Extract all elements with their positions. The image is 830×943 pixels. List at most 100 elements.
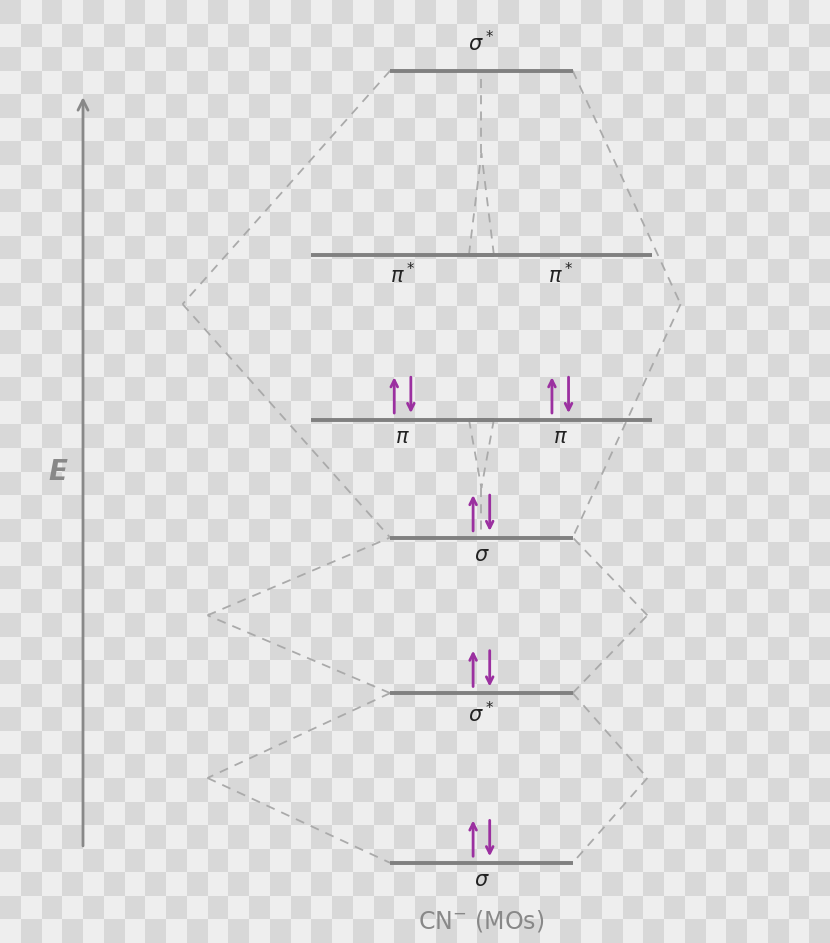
Bar xyxy=(104,165,124,189)
Bar xyxy=(270,283,290,306)
Bar xyxy=(42,283,62,306)
Bar xyxy=(809,212,830,236)
Bar xyxy=(290,94,311,118)
Bar xyxy=(685,377,706,401)
Bar xyxy=(457,542,477,566)
Bar xyxy=(436,472,456,495)
Bar xyxy=(498,94,519,118)
Bar xyxy=(270,778,290,802)
Bar xyxy=(21,401,42,424)
Bar xyxy=(42,306,62,330)
Bar xyxy=(394,825,415,849)
Bar xyxy=(166,401,187,424)
Bar xyxy=(228,825,249,849)
Bar xyxy=(706,118,726,141)
Bar xyxy=(62,802,83,825)
Bar xyxy=(290,613,311,637)
Bar xyxy=(706,872,726,896)
Bar xyxy=(498,495,519,519)
Bar xyxy=(311,424,332,448)
Bar xyxy=(187,495,208,519)
Bar xyxy=(602,189,622,212)
Bar xyxy=(21,448,42,472)
Bar xyxy=(664,259,685,283)
Bar xyxy=(747,118,768,141)
Bar xyxy=(415,849,436,872)
Bar xyxy=(394,24,415,47)
Bar xyxy=(415,306,436,330)
Bar xyxy=(290,0,311,24)
Bar xyxy=(581,825,602,849)
Bar xyxy=(560,637,581,660)
Bar xyxy=(560,118,581,141)
Bar xyxy=(415,684,436,707)
Bar xyxy=(685,212,706,236)
Bar xyxy=(208,542,228,566)
Bar xyxy=(519,825,540,849)
Bar xyxy=(0,212,21,236)
Bar xyxy=(622,660,643,684)
Bar xyxy=(726,0,747,24)
Bar xyxy=(581,660,602,684)
Bar xyxy=(83,306,104,330)
Bar xyxy=(622,24,643,47)
Bar xyxy=(540,189,560,212)
Bar xyxy=(374,424,394,448)
Bar xyxy=(42,495,62,519)
Bar xyxy=(145,165,166,189)
Bar xyxy=(124,637,145,660)
Bar xyxy=(228,731,249,754)
Bar xyxy=(788,542,809,566)
Bar xyxy=(436,872,456,896)
Bar xyxy=(332,731,353,754)
Bar xyxy=(415,189,436,212)
Bar xyxy=(332,47,353,71)
Bar xyxy=(42,637,62,660)
Bar xyxy=(124,212,145,236)
Bar xyxy=(208,354,228,377)
Bar xyxy=(436,189,456,212)
Bar xyxy=(353,731,374,754)
Bar xyxy=(166,424,187,448)
Bar xyxy=(166,212,187,236)
Bar xyxy=(788,236,809,259)
Bar xyxy=(374,0,394,24)
Bar xyxy=(249,707,270,731)
Text: $\sigma$: $\sigma$ xyxy=(474,545,489,565)
Bar xyxy=(353,259,374,283)
Bar xyxy=(249,613,270,637)
Bar xyxy=(809,330,830,354)
Bar xyxy=(788,24,809,47)
Bar xyxy=(747,778,768,802)
Bar xyxy=(145,377,166,401)
Bar xyxy=(187,0,208,24)
Bar xyxy=(270,118,290,141)
Bar xyxy=(0,118,21,141)
Bar xyxy=(643,189,664,212)
Bar xyxy=(311,637,332,660)
Bar xyxy=(788,0,809,24)
Bar xyxy=(290,495,311,519)
Bar xyxy=(477,259,498,283)
Bar xyxy=(311,849,332,872)
Bar xyxy=(747,802,768,825)
Bar xyxy=(21,259,42,283)
Bar xyxy=(104,802,124,825)
Bar xyxy=(477,165,498,189)
Bar xyxy=(374,707,394,731)
Bar xyxy=(166,495,187,519)
Bar xyxy=(540,825,560,849)
Bar xyxy=(519,189,540,212)
Bar xyxy=(768,754,788,778)
Bar xyxy=(42,165,62,189)
Bar xyxy=(104,212,124,236)
Bar xyxy=(581,589,602,613)
Bar xyxy=(581,802,602,825)
Bar xyxy=(166,896,187,919)
Bar xyxy=(788,684,809,707)
Bar xyxy=(145,401,166,424)
Bar xyxy=(768,896,788,919)
Bar xyxy=(290,141,311,165)
Bar xyxy=(477,731,498,754)
Bar xyxy=(726,495,747,519)
